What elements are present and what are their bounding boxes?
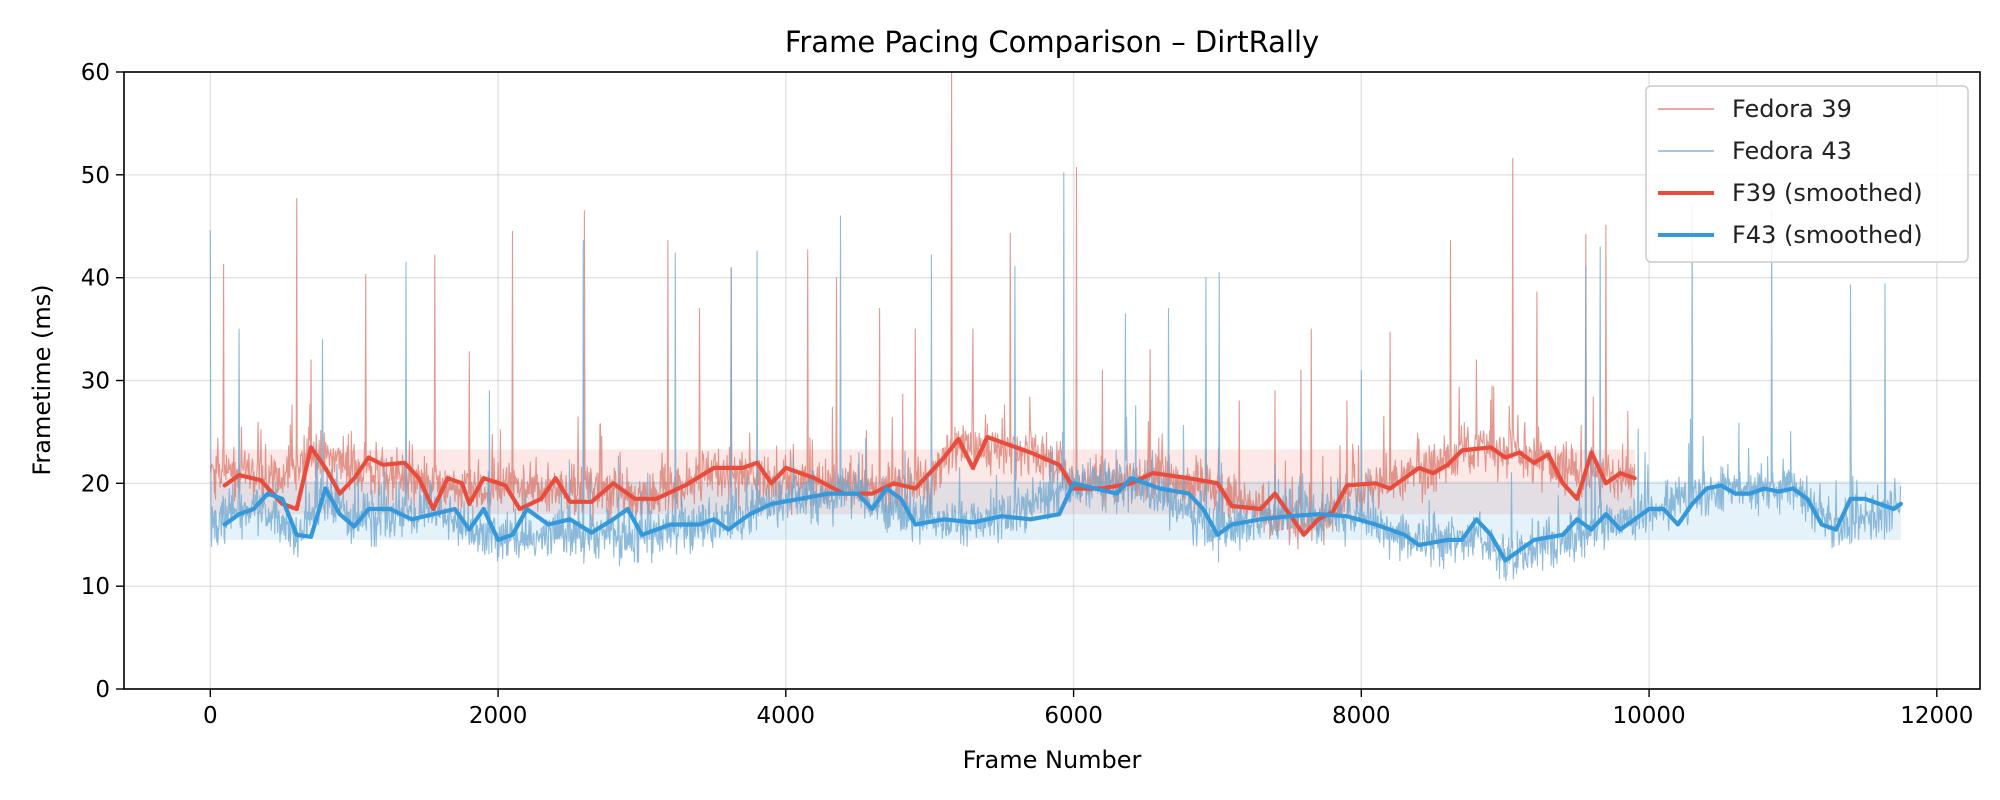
smoothed-series-layer (222, 435, 1903, 563)
y-tick-label: 30 (81, 369, 110, 395)
x-tick-label: 10000 (1613, 703, 1686, 729)
legend-label-f43-smoothed: F43 (smoothed) (1732, 221, 1923, 249)
f43-smoothed-line (222, 476, 1903, 563)
y-tick-label: 40 (81, 266, 110, 292)
f39-smoothed-line (222, 435, 1637, 537)
legend-label-f39-smoothed: F39 (smoothed) (1732, 179, 1923, 207)
y-tick-label: 60 (81, 60, 110, 86)
y-tick-label: 0 (95, 677, 110, 703)
x-tick-label: 0 (203, 703, 218, 729)
x-tick-label: 12000 (1900, 703, 1973, 729)
legend-box (1645, 85, 1969, 263)
x-tick-label: 6000 (1044, 703, 1103, 729)
x-tick-label: 2000 (469, 703, 528, 729)
x-axis-label: Frame Number (963, 746, 1142, 774)
x-tick-label: 8000 (1332, 703, 1391, 729)
y-tick-label: 50 (81, 163, 110, 189)
chart-title: Frame Pacing Comparison – DirtRally (785, 25, 1319, 59)
y-axis-label: Frametime (ms) (28, 284, 56, 475)
fedora-43-raw-line (209, 172, 1902, 582)
y-tick-label: 20 (81, 471, 110, 497)
legend-label-fedora-43: Fedora 43 (1732, 137, 1852, 165)
legend: Fedora 39 Fedora 43 F39 (smoothed) F43 (… (1645, 85, 1969, 263)
x-tick-label: 4000 (757, 703, 816, 729)
y-tick-label: 10 (81, 574, 110, 600)
legend-label-fedora-39: Fedora 39 (1732, 95, 1852, 123)
tick-layer: 0 2000 4000 6000 8000 10000 12000 0 10 20 30 40 50 60 (81, 60, 1974, 729)
